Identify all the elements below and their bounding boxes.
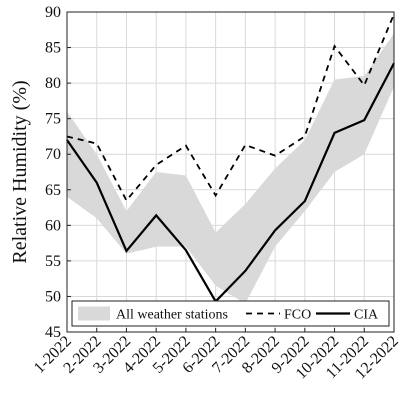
y-tick-label-1: 50 — [45, 288, 61, 305]
series-line-cia — [66, 62, 395, 304]
legend-swatch-band — [78, 306, 110, 321]
y-tick-label-2: 55 — [45, 253, 61, 270]
y-tick-label-6: 75 — [45, 111, 61, 128]
series-band-all-weather-stations — [67, 33, 394, 304]
legend-label-band: All weather stations — [116, 308, 228, 323]
legend: All weather stations FCO CIA — [71, 300, 390, 327]
legend-label-cia: CIA — [354, 308, 379, 323]
line-layer — [66, 13, 395, 304]
series-line-fco — [66, 13, 395, 203]
y-tick-labels: 45 50 55 60 65 70 75 80 85 90 — [45, 4, 61, 341]
y-tick-label-9: 90 — [45, 4, 61, 21]
axes — [66, 11, 395, 333]
y-tick-label-5: 70 — [45, 146, 61, 163]
y-tick-label-8: 85 — [45, 40, 61, 57]
y-tick-label-4: 65 — [45, 182, 61, 199]
x-tick-labels: 1-20222-20223-20224-20225-20226-20227-20… — [31, 333, 402, 383]
legend-label-fco: FCO — [284, 308, 311, 323]
y-axis-title: Relative Humidity (%) — [9, 80, 31, 263]
y-tick-label-7: 80 — [45, 75, 61, 92]
plot-frame — [66, 11, 395, 333]
y-tick-label-0: 45 — [45, 324, 61, 341]
band-layer — [67, 33, 394, 304]
y-tick-label-3: 60 — [45, 217, 61, 234]
